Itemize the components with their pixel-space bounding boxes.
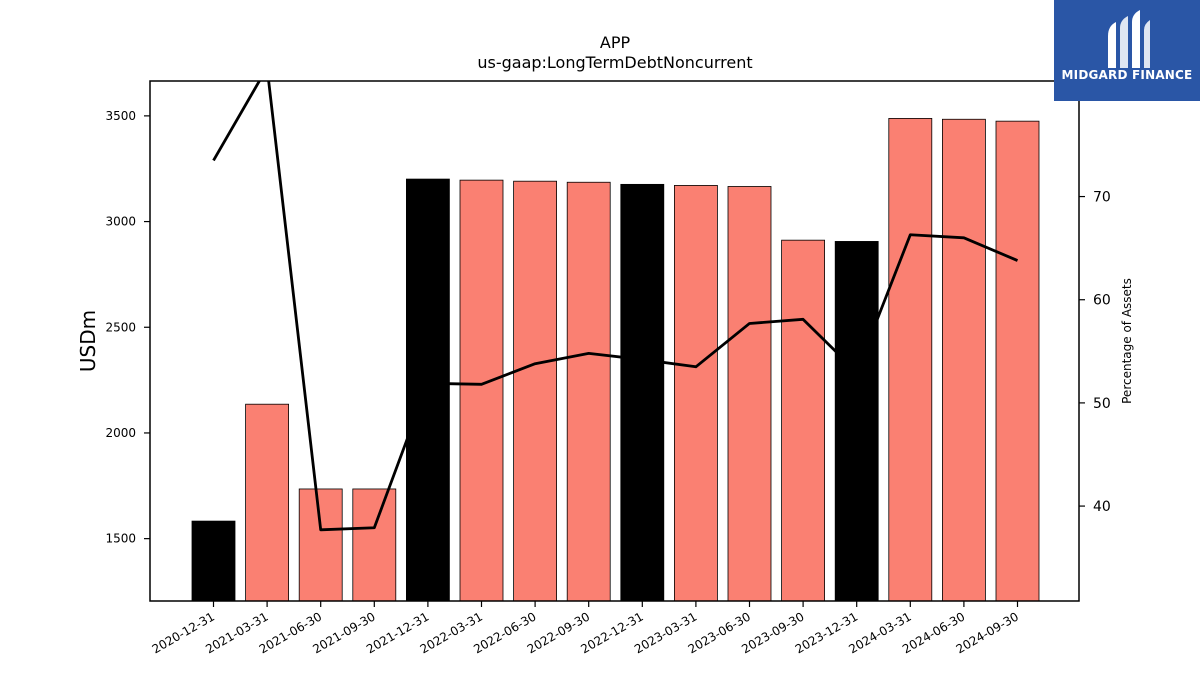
bar-2020-12-31: [191, 520, 236, 602]
y2-axis-label: Percentage of Assets: [1120, 278, 1134, 404]
bar-2023-03-31: [674, 185, 718, 602]
midgard-logo-icon: [1108, 10, 1150, 68]
y2-tick-label: 40: [1093, 499, 1111, 515]
line-group: [212, 81, 1019, 532]
bar-group: [191, 118, 1040, 602]
bar-2024-03-31: [888, 118, 933, 602]
chart-subtitle: us-gaap:LongTermDebtNoncurrent: [477, 53, 752, 72]
left-axis-ticks: 1500 2000 2500 3000 3500: [105, 109, 150, 546]
chart-title: APP: [600, 33, 631, 52]
bar-2021-12-31: [405, 178, 450, 602]
y-axis-label: USDm: [76, 310, 100, 372]
bar-2022-09-30: [566, 181, 611, 602]
y-tick-label: 2000: [105, 426, 136, 440]
y2-tick-label: 50: [1093, 396, 1111, 412]
bar-2021-03-31: [245, 403, 290, 602]
y2-tick-label: 70: [1093, 190, 1111, 206]
bar-2021-09-30: [352, 488, 397, 602]
bar-2022-03-31: [459, 179, 504, 602]
x-axis-ticks: 2020-12-312021-03-312021-06-302021-09-30…: [150, 601, 1021, 656]
logo-text: MIDGARD FINANCE: [1061, 68, 1193, 82]
percentage-of-assets-line: [212, 81, 1019, 532]
midgard-finance-logo: MIDGARD FINANCE: [1054, 0, 1200, 101]
bar-2023-09-30: [781, 239, 825, 602]
bar-2023-06-30: [727, 186, 772, 602]
y-tick-label: 1500: [105, 532, 136, 546]
bar-2022-12-31: [620, 183, 665, 602]
right-axis-ticks: 40 50 60 70: [1079, 190, 1111, 515]
bar-2024-09-30: [995, 120, 1040, 602]
y-tick-label: 3000: [105, 215, 136, 229]
bar-2024-06-30: [942, 118, 986, 602]
bar-2021-06-30: [298, 488, 343, 602]
y-tick-label: 3500: [105, 109, 136, 123]
bar-2022-06-30: [513, 180, 557, 602]
bar-2023-12-31: [834, 241, 879, 602]
plot-frame: [149, 80, 1080, 602]
y2-tick-label: 60: [1093, 293, 1111, 309]
y-tick-label: 2500: [105, 320, 136, 334]
